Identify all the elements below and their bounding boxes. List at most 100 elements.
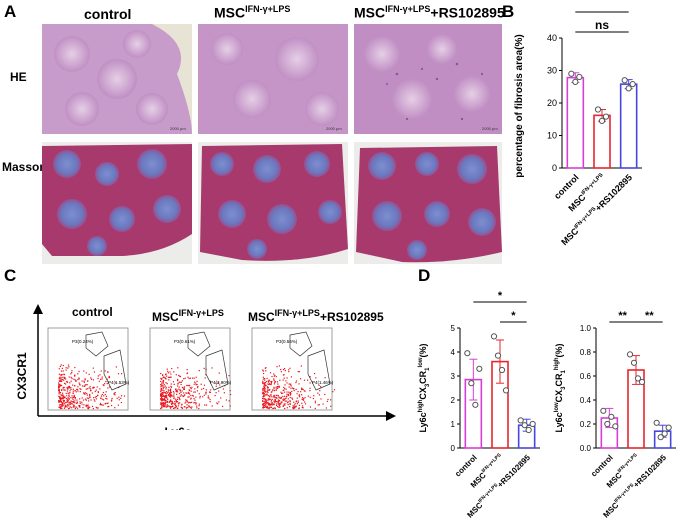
dot	[68, 396, 70, 398]
dot	[313, 395, 315, 397]
dot	[284, 404, 286, 406]
dot	[278, 365, 281, 367]
dot	[174, 407, 176, 409]
panel-a-title-msc-rs: MSCIFN-γ+LPS+RS102895	[354, 4, 505, 21]
masson-tile-control	[42, 142, 192, 264]
dot	[324, 377, 326, 379]
dot	[288, 383, 290, 385]
dot	[114, 407, 116, 409]
dot	[120, 395, 123, 397]
dot	[160, 398, 162, 400]
dot	[273, 379, 275, 381]
data-point	[621, 77, 628, 84]
dot	[165, 386, 167, 388]
dot	[180, 391, 182, 394]
dot	[97, 391, 99, 393]
dot	[61, 394, 63, 396]
dot	[303, 398, 305, 400]
dot	[160, 399, 162, 401]
panel-a-title-control: control	[84, 6, 131, 22]
dot	[68, 405, 70, 407]
dot	[175, 374, 177, 376]
dot	[67, 399, 69, 402]
dot	[283, 399, 285, 402]
label-part: CX	[418, 387, 428, 400]
dot	[169, 400, 171, 402]
dot	[186, 369, 188, 371]
panel-d-chart-1: 012345controlMSCIFN-γ+LPSMSCIFN-γ+LPS+RS…	[418, 290, 540, 518]
significance-label: *	[498, 290, 503, 302]
data-point	[494, 352, 502, 359]
dot	[267, 399, 269, 402]
dot	[268, 407, 270, 410]
dot	[274, 398, 276, 401]
dot	[304, 401, 306, 403]
dot	[162, 386, 164, 388]
dot	[68, 386, 71, 388]
dot	[91, 392, 93, 394]
dot	[263, 394, 265, 397]
dot	[58, 382, 60, 384]
dot	[191, 377, 194, 379]
dot	[275, 375, 277, 378]
dot	[81, 403, 83, 405]
dot	[72, 398, 74, 400]
dot	[268, 379, 270, 381]
y-tick-label: 40	[547, 33, 557, 43]
dot	[58, 387, 60, 389]
dot	[117, 404, 120, 406]
dot	[175, 388, 177, 390]
dot	[67, 397, 69, 399]
dot	[113, 392, 115, 394]
dot	[86, 388, 89, 390]
dot	[95, 398, 97, 400]
dot	[69, 392, 71, 394]
dot	[283, 374, 285, 376]
dot	[297, 401, 299, 404]
dot	[229, 393, 232, 396]
dot	[74, 396, 76, 399]
y-tick-label: 5	[451, 324, 456, 333]
dot	[61, 405, 63, 408]
dot	[97, 391, 99, 394]
dot	[69, 387, 71, 389]
dot	[265, 405, 267, 407]
dot	[94, 390, 96, 393]
dot	[277, 405, 279, 408]
dot	[195, 384, 197, 386]
dot	[170, 393, 172, 396]
dot	[275, 389, 277, 391]
dot	[170, 394, 173, 396]
dot	[186, 372, 188, 375]
dot	[61, 398, 63, 400]
dot	[61, 379, 63, 381]
dot	[300, 365, 303, 367]
label-part: high	[554, 357, 560, 370]
dot	[104, 403, 106, 405]
dot	[229, 405, 231, 407]
title-sup: IFN-γ+LPS	[385, 4, 431, 14]
title-sup: IFN-γ+LPS	[178, 308, 224, 318]
dot	[269, 372, 272, 374]
dot	[58, 392, 60, 394]
dot	[273, 386, 275, 389]
dot	[70, 387, 72, 389]
dot	[280, 368, 282, 371]
dot	[325, 407, 328, 409]
dot	[172, 391, 175, 393]
dot	[286, 393, 288, 395]
dot	[193, 377, 195, 379]
dot	[171, 401, 174, 403]
data-point	[472, 401, 479, 408]
data-point	[502, 387, 510, 394]
dot	[106, 398, 108, 400]
dot	[71, 377, 73, 380]
dot	[63, 379, 65, 381]
dot	[193, 398, 195, 400]
dot	[190, 402, 192, 404]
dot	[295, 401, 297, 403]
dot	[266, 394, 268, 396]
label-part: Ly6c	[554, 412, 564, 432]
dot	[168, 394, 170, 397]
dot	[264, 394, 266, 396]
